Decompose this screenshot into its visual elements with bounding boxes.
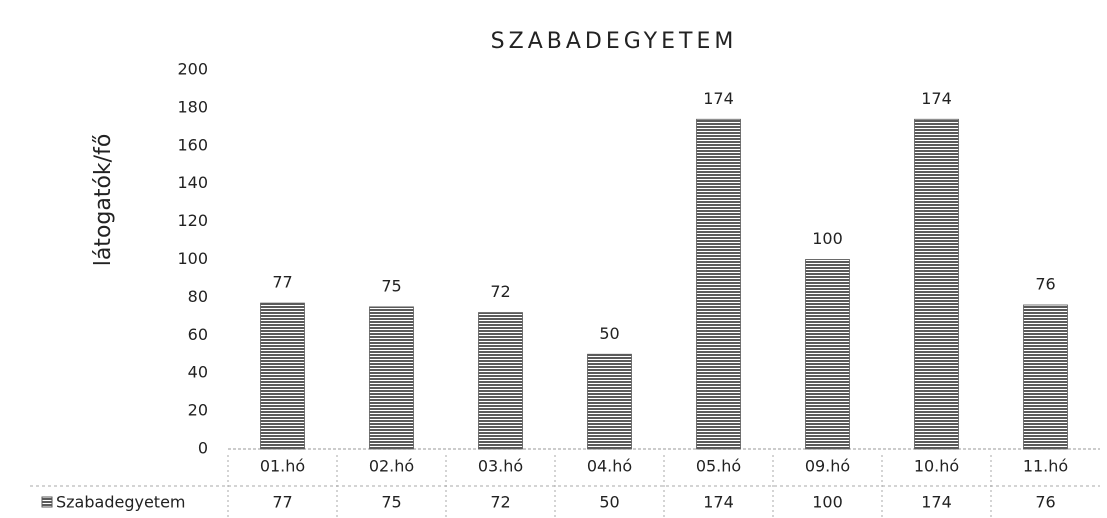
y-tick-label: 60 [188, 325, 208, 344]
bar [1023, 304, 1068, 450]
x-tick-label: 05.hó [696, 457, 741, 476]
x-tick-label: 02.hó [369, 457, 414, 476]
bar [478, 312, 523, 450]
y-tick-label: 140 [177, 173, 208, 192]
data-label: 50 [599, 324, 619, 343]
x-tick-label: 11.hó [1023, 457, 1068, 476]
table-value: 76 [1035, 493, 1055, 512]
x-tick-label: 04.hó [587, 457, 632, 476]
table-value: 100 [812, 493, 843, 512]
y-tick-label: 100 [177, 249, 208, 268]
data-label: 76 [1035, 274, 1055, 293]
y-axis-label: látogatók/fő [91, 134, 116, 267]
data-label: 174 [921, 89, 952, 108]
data-label: 77 [272, 273, 292, 292]
table-value: 50 [599, 493, 619, 512]
x-tick-label: 09.hó [805, 457, 850, 476]
table-value: 77 [272, 493, 292, 512]
table-value: 75 [381, 493, 401, 512]
data-label: 75 [381, 276, 401, 295]
legend-label: Szabadegyetem [56, 493, 186, 512]
y-tick-label: 160 [177, 135, 208, 154]
y-tick-label: 180 [177, 97, 208, 116]
x-tick-label: 03.hó [478, 457, 523, 476]
x-tick-label: 10.hó [914, 457, 959, 476]
bar [805, 259, 850, 450]
data-label: 100 [812, 229, 843, 248]
y-tick-label: 40 [188, 363, 208, 382]
legend-marker [41, 496, 53, 508]
bar [369, 306, 414, 450]
data-label: 174 [703, 89, 734, 108]
data-label: 72 [490, 282, 510, 301]
bar [587, 353, 632, 450]
bar [696, 118, 741, 450]
y-tick-label: 20 [188, 401, 208, 420]
x-tick-label: 01.hó [260, 457, 305, 476]
bar [914, 118, 959, 450]
y-tick-label: 80 [188, 287, 208, 306]
y-tick-label: 120 [177, 211, 208, 230]
chart-title: SZABADEGYETEM [491, 29, 738, 54]
table-value: 174 [703, 493, 734, 512]
y-tick-label: 200 [177, 60, 208, 79]
table-value: 174 [921, 493, 952, 512]
bar [260, 302, 305, 450]
y-tick-label: 0 [198, 439, 208, 458]
table-value: 72 [490, 493, 510, 512]
